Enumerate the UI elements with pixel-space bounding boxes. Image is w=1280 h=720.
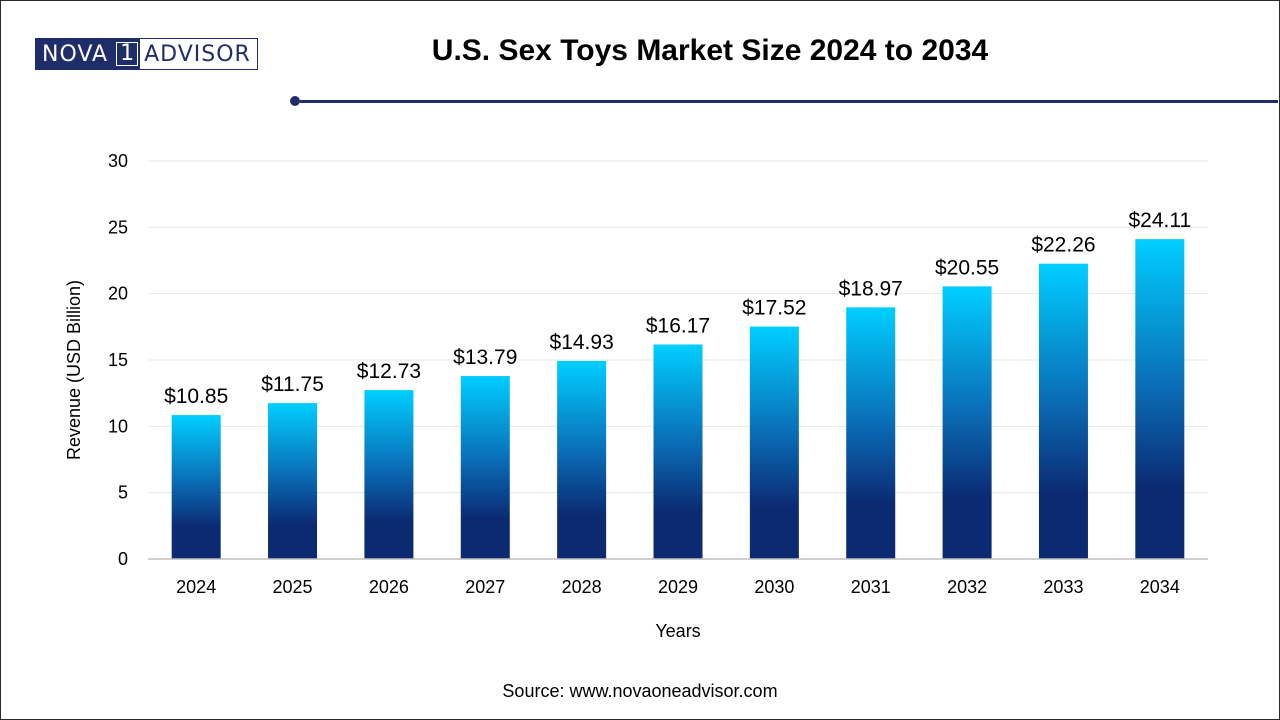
y-tick-label: 15	[108, 350, 128, 370]
bar	[1038, 263, 1088, 559]
bar	[1135, 239, 1185, 559]
x-tick-label: 2028	[562, 577, 602, 597]
logo-text-nova: NOVA	[36, 39, 115, 69]
bar	[364, 390, 414, 559]
brand-logo: NOVA 1 ADVISOR	[35, 38, 258, 70]
data-label: $14.93	[550, 331, 614, 354]
data-label: $12.73	[357, 360, 421, 383]
logo-text-advisor: ADVISOR	[140, 39, 257, 69]
data-label: $13.79	[453, 346, 517, 369]
y-axis-title: Revenue (USD Billion)	[64, 280, 84, 460]
x-tick-label: 2029	[658, 577, 698, 597]
bar	[942, 286, 992, 559]
title-rule-dot	[290, 96, 300, 106]
y-tick-label: 0	[118, 549, 128, 569]
bar	[171, 415, 221, 559]
data-label: $24.11	[1128, 209, 1191, 232]
source-note: Source: www.novaoneadvisor.com	[502, 681, 778, 701]
x-tick-label: 2031	[851, 577, 891, 597]
y-tick-label: 30	[108, 151, 128, 171]
x-tick-label: 2026	[369, 577, 409, 597]
bar	[460, 376, 510, 559]
y-tick-label: 10	[108, 416, 128, 436]
data-label: $11.75	[261, 373, 324, 396]
x-tick-label: 2024	[176, 577, 216, 597]
data-label: $18.97	[839, 277, 903, 300]
bar	[653, 344, 703, 559]
y-tick-label: 5	[118, 483, 128, 503]
x-tick-label: 2025	[273, 577, 313, 597]
data-label: $16.17	[646, 314, 710, 337]
data-label: $10.85	[164, 385, 228, 408]
data-label: $22.26	[1031, 234, 1095, 257]
x-tick-label: 2027	[465, 577, 505, 597]
bar	[557, 360, 607, 559]
bar	[749, 326, 799, 559]
x-axis-title: Years	[655, 621, 700, 641]
x-tick-label: 2034	[1140, 577, 1180, 597]
x-tick-label: 2030	[754, 577, 794, 597]
bar	[846, 307, 896, 559]
y-tick-label: 25	[108, 217, 128, 237]
data-labels: $10.85 $11.75 $12.73 $13.79 $14.93 $16.17 $17.…	[164, 209, 1191, 408]
data-label: $20.55	[935, 256, 999, 279]
y-tick-label: 20	[108, 284, 128, 304]
logo-mark-one-text: 1	[116, 42, 139, 66]
logo-mark-one: 1	[114, 39, 141, 69]
page-title: U.S. Sex Toys Market Size 2024 to 2034	[431, 34, 989, 67]
x-tick-label: 2032	[947, 577, 987, 597]
bars	[171, 239, 1185, 559]
data-label: $17.52	[742, 297, 806, 320]
bar	[268, 403, 318, 559]
title-rule-line	[300, 100, 1278, 103]
x-tick-label: 2033	[1043, 577, 1083, 597]
